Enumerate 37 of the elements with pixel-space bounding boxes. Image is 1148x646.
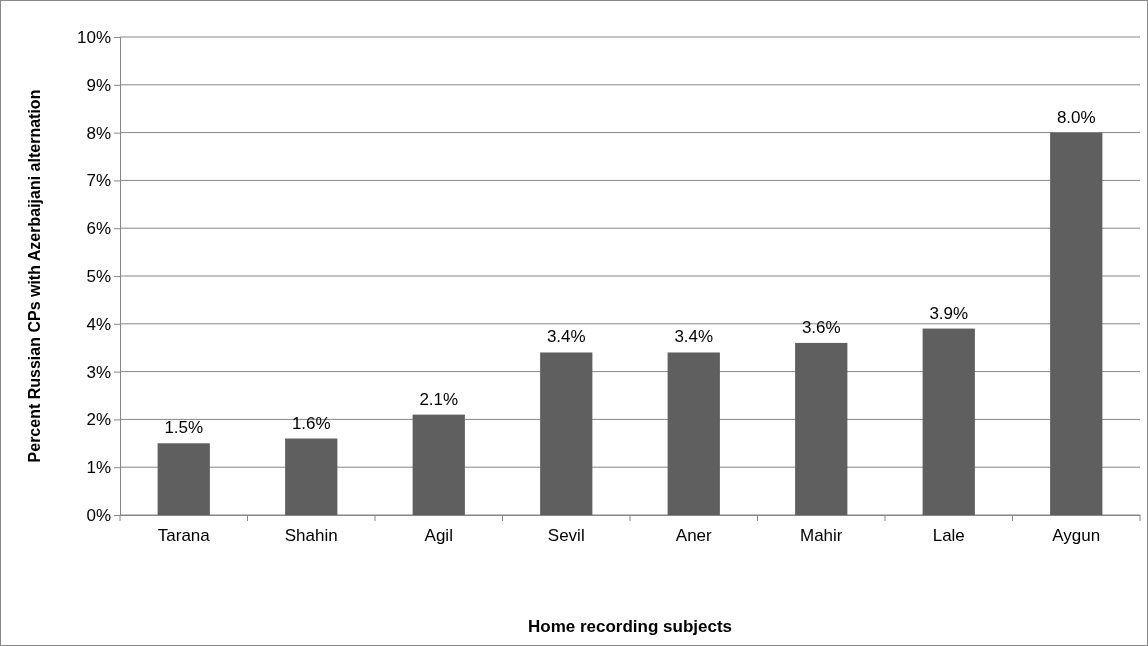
y-tick-label: 2% xyxy=(86,410,111,430)
data-label: 3.9% xyxy=(929,303,969,323)
y-tick-label: 7% xyxy=(86,171,111,191)
y-tick-label: 10% xyxy=(76,27,111,47)
data-label: 1.6% xyxy=(291,413,331,433)
y-tick-label: 1% xyxy=(86,458,111,478)
x-axis-title: Home recording subjects xyxy=(527,617,733,636)
bar xyxy=(540,352,593,515)
y-tick-label: 8% xyxy=(86,123,111,143)
x-tick-label: Aygun xyxy=(1052,526,1101,546)
x-tick-label: Mahir xyxy=(799,526,843,546)
data-label: 3.6% xyxy=(801,317,841,337)
x-tick-label: Tarana xyxy=(157,526,211,546)
y-tick-label: 4% xyxy=(86,314,111,334)
x-tick-label: Shahin xyxy=(284,526,338,546)
x-tick-label: Agil xyxy=(424,526,453,546)
y-tick-label: 6% xyxy=(86,219,111,239)
data-label: 8.0% xyxy=(1056,107,1096,127)
bar xyxy=(1050,132,1103,515)
x-tick-label: Lale xyxy=(932,526,965,546)
bar xyxy=(285,438,338,515)
bar xyxy=(795,342,848,515)
y-axis-title: Percent Russian CPs with Azerbaijani alternation xyxy=(26,89,43,463)
x-tick-label: Aner xyxy=(675,526,713,546)
y-tick-label: 9% xyxy=(86,75,111,95)
data-label: 3.4% xyxy=(546,327,586,347)
y-tick-label: 0% xyxy=(86,505,111,525)
bar xyxy=(412,414,465,515)
x-tick-label: Sevil xyxy=(547,526,585,546)
data-label: 1.5% xyxy=(164,418,204,438)
y-tick-label: 5% xyxy=(86,266,111,286)
bar xyxy=(922,328,975,515)
data-label: 2.1% xyxy=(419,389,459,409)
y-tick-label: 3% xyxy=(86,362,111,382)
bar xyxy=(667,352,720,515)
data-label: 3.4% xyxy=(674,327,714,347)
bar xyxy=(157,443,210,515)
